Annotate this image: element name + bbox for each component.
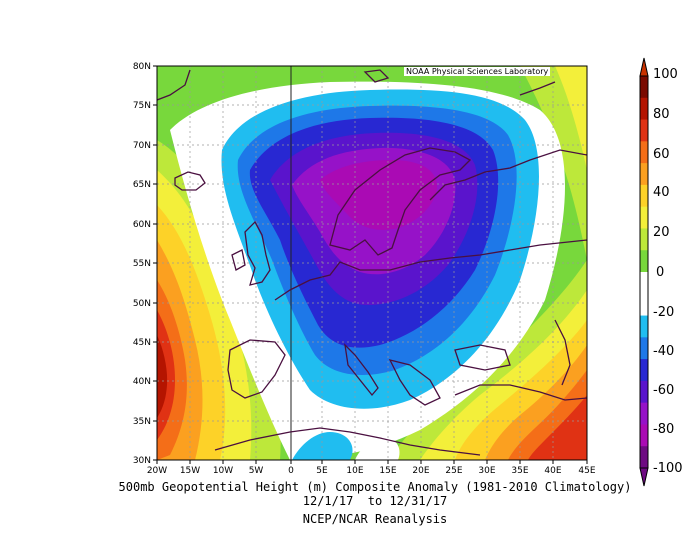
lat-tick: 55N (133, 259, 151, 269)
colorbar-label: 80 (653, 107, 670, 122)
lon-tick: 20E (412, 466, 429, 476)
lat-tick: 80N (133, 62, 151, 72)
lon-tick: 35E (511, 466, 528, 476)
lat-tick: 60N (133, 220, 151, 230)
lon-tick: 0 (288, 466, 294, 476)
colorbar-swatch (640, 315, 648, 338)
credit-label: NOAA Physical Sciences Laboratory (404, 67, 551, 76)
colorbar-swatch (640, 446, 648, 469)
lat-tick-labels: 30N 35N 40N 45N 50N 55N 60N 65N 70N 75N … (133, 62, 151, 466)
colorbar-swatch (640, 424, 648, 447)
colorbar-swatch (640, 206, 648, 229)
colorbar-swatch (640, 141, 648, 164)
lon-tick: 45E (578, 466, 595, 476)
colorbar-frame (639, 75, 649, 469)
colorbar-swatch (640, 337, 648, 360)
lat-tick: 65N (133, 180, 151, 190)
colorbar-swatch (640, 184, 648, 208)
colorbar-swatch (640, 293, 648, 317)
colorbar-label: 0 (656, 265, 664, 280)
colorbar-label: -20 (653, 305, 674, 320)
colorbar-label: -60 (653, 383, 674, 398)
colorbar-swatch (640, 380, 648, 404)
colorbar-label: 40 (653, 185, 670, 200)
colorbar-swatches (640, 76, 648, 469)
colorbar-swatch (640, 119, 648, 142)
lon-tick: 40E (544, 466, 561, 476)
lon-tick: 30E (478, 466, 495, 476)
lon-tick: 5W (249, 466, 264, 476)
lon-tick: 20W (147, 466, 167, 476)
anomaly-field (157, 66, 587, 460)
colorbar-swatch (640, 163, 648, 186)
colorbar-swatch (640, 250, 648, 273)
lon-tick: 5E (316, 466, 328, 476)
colorbar-swatch (640, 272, 648, 295)
lat-tick: 50N (133, 299, 151, 309)
colorbar-swatch (640, 402, 648, 425)
caption-title: 500mb Geopotential Height (m) Composite … (118, 480, 632, 494)
colorbar-swatch (640, 76, 648, 99)
caption-dates: 12/1/17 to 12/31/17 (302, 494, 448, 508)
colorbar-label: -100 (653, 461, 683, 476)
lon-tick: 10E (346, 466, 363, 476)
lon-tick: 25E (445, 466, 462, 476)
colorbar-label: 20 (653, 225, 670, 240)
colorbar-label: 100 (653, 67, 678, 82)
colorbar-label: -40 (653, 344, 674, 359)
lon-tick: 10W (213, 466, 233, 476)
lat-tick: 40N (133, 377, 151, 387)
colorbar: 100 80 60 40 20 0 -20 -40 -60 -80 -100 (639, 57, 683, 487)
coastlines (157, 69, 587, 456)
lat-tick: 35N (133, 417, 151, 427)
colorbar-swatch (640, 228, 648, 251)
caption-source: NCEP/NCAR Reanalysis (302, 512, 448, 526)
graticule (157, 66, 587, 460)
lon-tick-labels: 20W 15W 10W 5W 0 5E 10E 15E 20E 25E 30E … (147, 466, 596, 476)
lat-tick: 45N (133, 338, 151, 348)
colorbar-swatch (640, 97, 648, 121)
colorbar-label: 60 (653, 147, 670, 162)
axis-ticks (153, 65, 588, 464)
colorbar-top-arrow (639, 57, 649, 77)
lat-tick: 30N (133, 456, 151, 466)
colorbar-label: -80 (653, 422, 674, 437)
lat-tick: 75N (133, 101, 151, 111)
colorbar-swatch (640, 359, 648, 382)
lon-tick: 15W (180, 466, 200, 476)
lat-tick: 70N (133, 141, 151, 151)
colorbar-labels: 100 80 60 40 20 0 -20 -40 -60 -80 -100 (653, 67, 683, 476)
lon-tick: 15E (379, 466, 396, 476)
